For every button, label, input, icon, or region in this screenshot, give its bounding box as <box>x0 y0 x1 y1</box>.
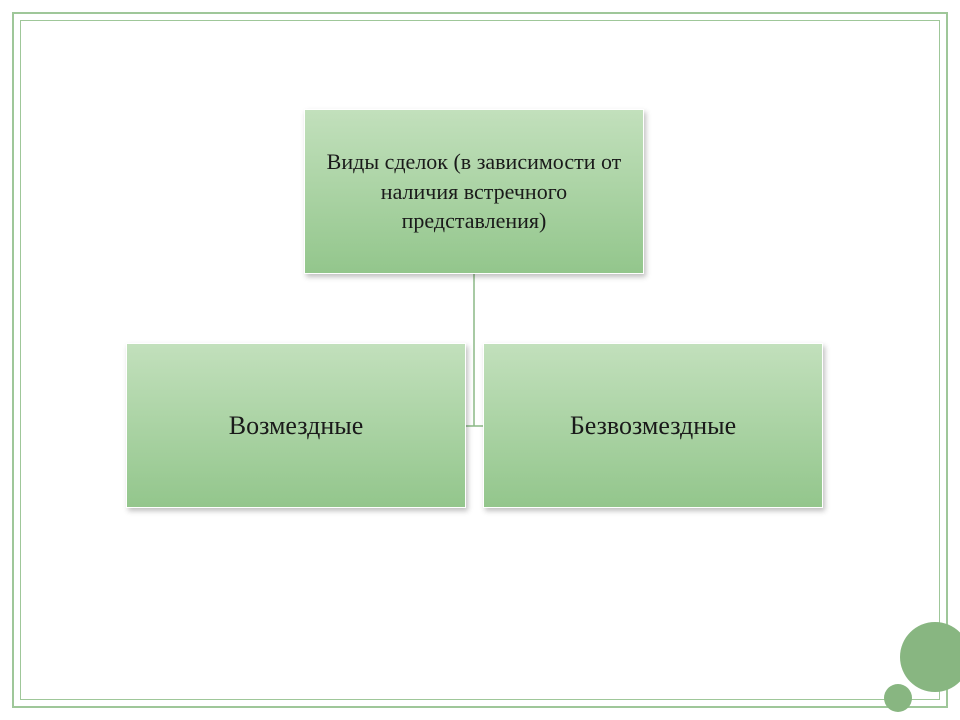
child-node-right-label: Безвозмездные <box>570 411 736 441</box>
outer-frame: Виды сделок (в зависимости от наличия вс… <box>12 12 948 708</box>
slide-container: Виды сделок (в зависимости от наличия вс… <box>0 0 960 720</box>
child-node-left-label: Возмездные <box>229 411 364 441</box>
inner-frame: Виды сделок (в зависимости от наличия вс… <box>20 20 940 700</box>
child-node-right: Безвозмездные <box>483 343 823 508</box>
diagram-area: Виды сделок (в зависимости от наличия вс… <box>21 21 939 699</box>
root-node-label: Виды сделок (в зависимости от наличия вс… <box>317 147 631 236</box>
decor-circle-small <box>884 684 912 712</box>
root-node: Виды сделок (в зависимости от наличия вс… <box>304 109 644 274</box>
child-node-left: Возмездные <box>126 343 466 508</box>
